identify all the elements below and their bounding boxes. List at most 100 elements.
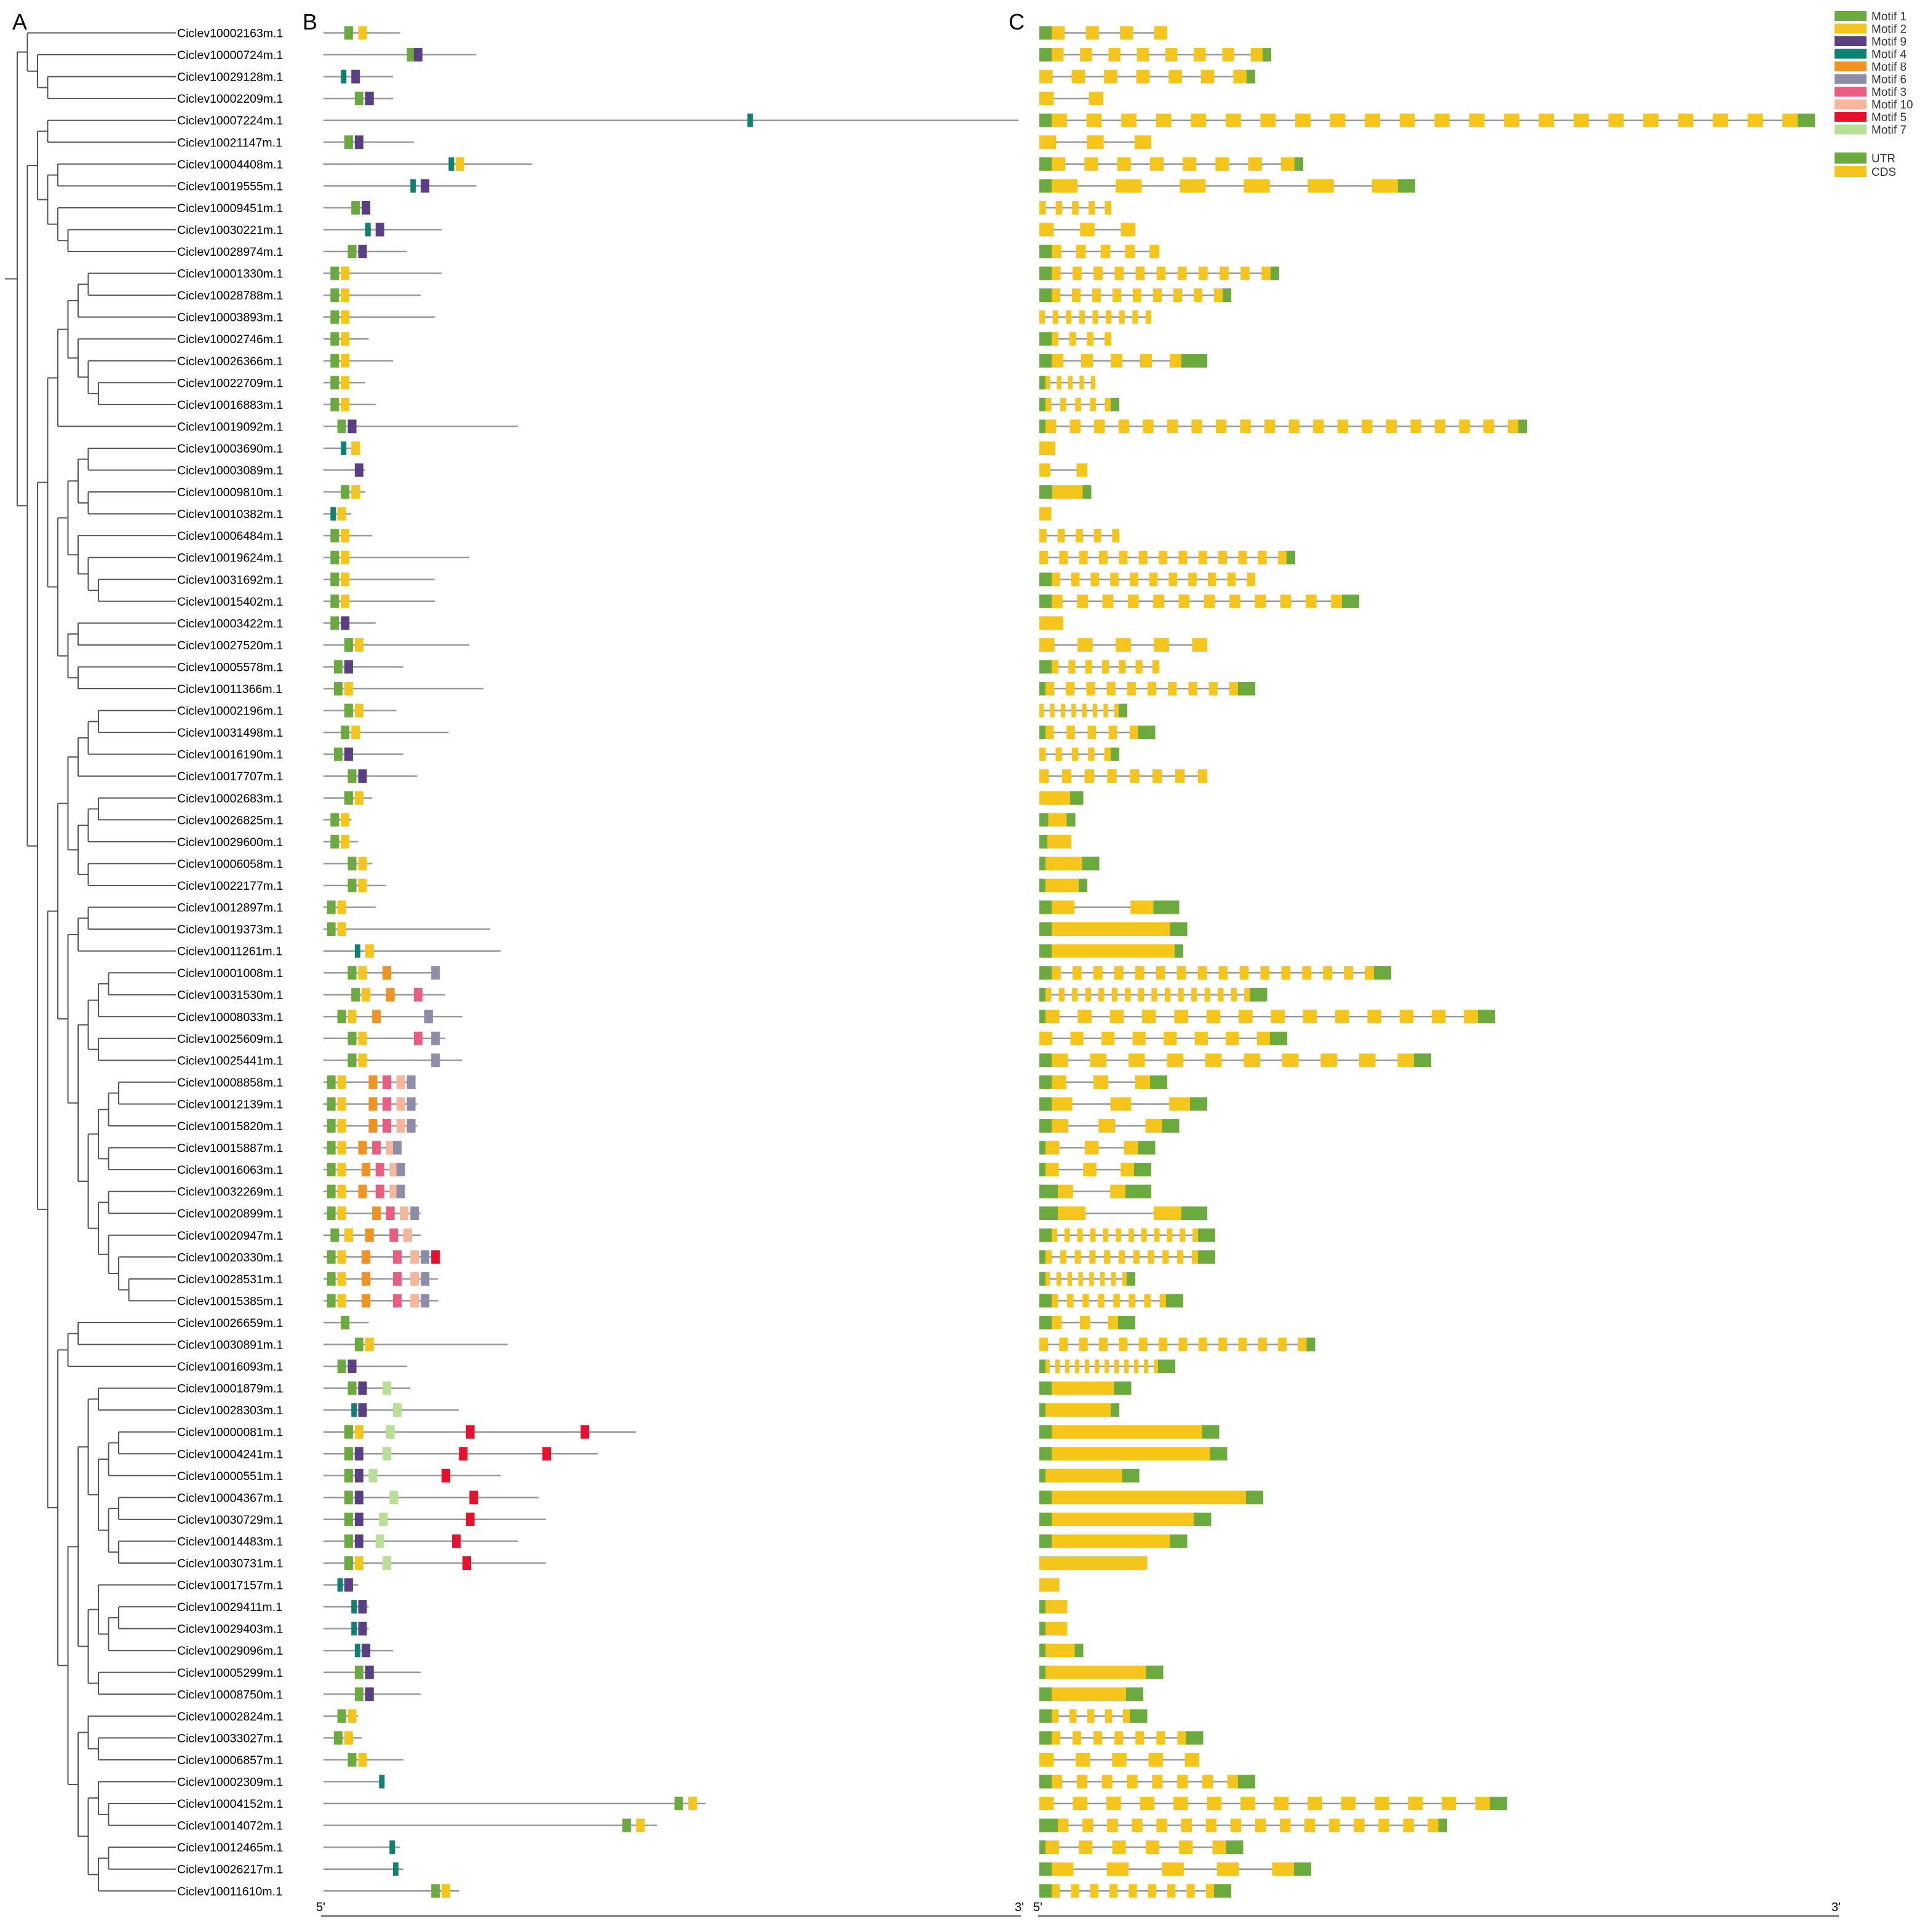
cds-block bbox=[1227, 572, 1236, 587]
cds-block bbox=[1153, 1206, 1181, 1221]
motif-box bbox=[347, 769, 357, 783]
cds-block bbox=[1061, 769, 1072, 783]
gene-label: Ciclev10029096m.1 bbox=[177, 1644, 283, 1658]
cds-block bbox=[1116, 1228, 1122, 1242]
utr-block bbox=[1374, 966, 1391, 980]
gene-structure-row bbox=[1039, 1709, 1148, 1723]
motif-row bbox=[323, 397, 376, 411]
cds-block bbox=[1184, 1752, 1199, 1767]
cds-block bbox=[1076, 529, 1083, 543]
cds-block bbox=[1058, 1818, 1069, 1832]
gene-structure-row bbox=[1039, 1228, 1215, 1242]
cds-block bbox=[1397, 1053, 1414, 1067]
cds-block bbox=[1052, 354, 1063, 368]
motif-row bbox=[323, 179, 477, 193]
legend-swatch bbox=[1835, 61, 1867, 71]
gene-label: Ciclev10026825m.1 bbox=[177, 814, 283, 827]
motif-box bbox=[344, 1731, 353, 1745]
motif-row bbox=[323, 245, 407, 258]
cds-block bbox=[1156, 966, 1165, 980]
cds-block bbox=[1106, 310, 1112, 324]
gene-structure-row bbox=[1039, 1884, 1231, 1898]
motif-box bbox=[354, 1556, 363, 1570]
motif-box bbox=[337, 1206, 346, 1221]
gene-label: Ciclev10016093m.1 bbox=[177, 1360, 283, 1374]
motif-box bbox=[368, 1119, 378, 1133]
cds-block bbox=[1114, 266, 1124, 280]
motif-box bbox=[337, 1119, 346, 1133]
gene-label: Ciclev10028531m.1 bbox=[177, 1273, 283, 1286]
cds-block bbox=[1058, 1206, 1086, 1221]
motif-box bbox=[330, 397, 339, 411]
utr-block bbox=[1039, 1818, 1058, 1832]
motif-box bbox=[362, 1163, 371, 1177]
motif-box bbox=[368, 1097, 378, 1111]
cds-block bbox=[1199, 266, 1208, 280]
cds-block bbox=[1274, 1797, 1289, 1811]
motif-box bbox=[327, 1097, 336, 1111]
gene-label: Ciclev10002824m.1 bbox=[177, 1710, 283, 1724]
motif-box bbox=[354, 1447, 363, 1461]
motif-box bbox=[383, 1119, 392, 1133]
cds-block bbox=[1052, 922, 1170, 936]
cds-block bbox=[1229, 682, 1238, 695]
cds-block bbox=[1057, 376, 1061, 390]
motif-row bbox=[323, 1752, 403, 1767]
gene-structure-row bbox=[1039, 900, 1180, 914]
gene-label: Ciclev10029600m.1 bbox=[177, 836, 283, 849]
motif-box bbox=[410, 1250, 419, 1264]
motif-box bbox=[347, 419, 357, 434]
cds-block bbox=[1302, 966, 1312, 980]
utr-block bbox=[1798, 113, 1815, 127]
motif-box bbox=[347, 1053, 357, 1067]
motif-row bbox=[323, 1534, 518, 1548]
motif-box bbox=[327, 1119, 336, 1133]
motif-box bbox=[330, 332, 339, 346]
cds-block bbox=[1083, 1163, 1097, 1177]
cds-block bbox=[1140, 354, 1152, 368]
cds-block bbox=[1239, 1010, 1253, 1024]
motif-row bbox=[323, 1797, 706, 1811]
cds-block bbox=[1103, 703, 1108, 718]
motif-row bbox=[323, 1141, 402, 1155]
legend-swatch bbox=[1835, 36, 1867, 46]
cds-block bbox=[1220, 266, 1229, 280]
cds-block bbox=[1045, 1250, 1052, 1264]
motif-box bbox=[368, 1075, 378, 1089]
legend-label: Motif 2 bbox=[1871, 23, 1906, 36]
cds-block bbox=[1052, 113, 1067, 127]
cds-block bbox=[1122, 1272, 1127, 1286]
cds-block bbox=[1110, 1097, 1132, 1111]
gene-label: Ciclev10019624m.1 bbox=[177, 552, 283, 565]
cds-block bbox=[1039, 135, 1057, 149]
utr-block bbox=[1039, 1381, 1052, 1395]
gene-label: Ciclev10026659m.1 bbox=[177, 1316, 283, 1330]
cds-block bbox=[1154, 26, 1167, 40]
motif-row bbox=[323, 92, 393, 106]
cds-block bbox=[1039, 1797, 1054, 1811]
cds-block bbox=[1039, 747, 1046, 761]
cds-block bbox=[1075, 397, 1081, 411]
gene-label: Ciclev10011366m.1 bbox=[177, 683, 282, 696]
utr-block bbox=[1138, 726, 1156, 740]
gene-label: Ciclev10015820m.1 bbox=[177, 1120, 283, 1133]
gene-label: Ciclev10020947m.1 bbox=[177, 1229, 283, 1243]
motif-box bbox=[354, 638, 363, 652]
cds-block bbox=[1304, 1818, 1315, 1832]
cds-block bbox=[1168, 69, 1182, 84]
cds-block bbox=[1227, 1775, 1238, 1789]
cds-block bbox=[1169, 1097, 1190, 1111]
cds-block bbox=[1151, 988, 1157, 1002]
cds-block bbox=[1507, 419, 1518, 434]
cds-block bbox=[1129, 572, 1138, 587]
panel-letter-b: B bbox=[303, 9, 317, 34]
motif-row bbox=[323, 1775, 385, 1789]
utr-block bbox=[1039, 1315, 1052, 1329]
utr-block bbox=[1039, 1621, 1045, 1636]
motif-box bbox=[351, 200, 360, 215]
motif-box bbox=[341, 1315, 350, 1329]
gene-label: Ciclev10026366m.1 bbox=[177, 355, 283, 368]
motif-row bbox=[323, 1578, 359, 1592]
cds-block bbox=[1173, 1797, 1188, 1811]
gene-structure-row bbox=[1039, 179, 1415, 193]
